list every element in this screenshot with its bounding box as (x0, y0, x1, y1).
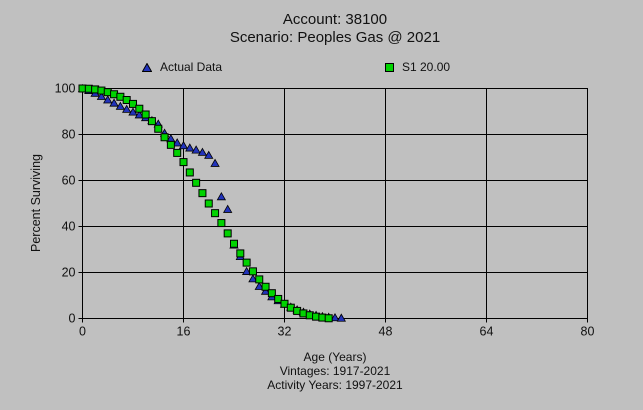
data-point-actual (185, 143, 195, 152)
x-tick-label: 48 (379, 325, 393, 339)
data-point-s1 (274, 294, 283, 303)
data-point-actual (330, 312, 340, 322)
data-point-s1 (211, 209, 220, 218)
actual-data-triangle-icon (141, 61, 153, 72)
data-point-s1 (185, 168, 194, 177)
data-point-s1 (160, 133, 169, 142)
data-point-s1 (236, 249, 245, 258)
data-point-actual (128, 107, 138, 116)
x-tick-label: 80 (581, 325, 595, 339)
data-point-actual (210, 158, 220, 167)
data-point-s1 (204, 199, 213, 208)
data-point-actual (254, 281, 264, 290)
data-point-s1 (223, 229, 232, 238)
data-point-actual (178, 140, 189, 150)
y-tick-label: 80 (62, 128, 76, 142)
chart-title-account: Account: 38100 (282, 11, 388, 28)
y-tick-label: 40 (62, 220, 76, 234)
y-tick-label: 60 (62, 174, 76, 188)
data-point-actual (172, 138, 182, 147)
data-point-actual (216, 191, 227, 201)
data-point-s1 (129, 99, 137, 108)
x-axis-title: Age (Years) (303, 350, 367, 364)
data-point-s1 (192, 178, 201, 187)
data-point-s1 (248, 267, 257, 276)
data-point-s1 (141, 110, 150, 119)
x-tick-label: 32 (278, 325, 292, 339)
legend-label-s1: S1 20.00 (402, 60, 451, 74)
data-point-actual (336, 313, 347, 322)
s1-square-icon (385, 62, 394, 72)
y-tick-label: 0 (69, 312, 76, 326)
y-tick-label: 20 (62, 266, 76, 280)
data-point-s1 (217, 219, 226, 228)
legend-item-s1: S1 20.00 (385, 60, 450, 74)
data-point-actual (109, 98, 119, 107)
data-point-actual (103, 95, 113, 104)
y-tick-label: 100 (55, 82, 76, 96)
data-point-s1 (230, 239, 238, 248)
activity-years-note: Activity Years: 1997-2021 (267, 378, 403, 392)
data-point-s1 (255, 275, 264, 284)
data-point-s1 (154, 124, 163, 133)
data-point-s1 (173, 148, 182, 157)
data-point-actual (96, 91, 107, 100)
data-point-actual (191, 145, 201, 154)
x-tick-label: 16 (177, 325, 191, 339)
data-point-actual (204, 150, 214, 159)
data-point-actual (121, 104, 132, 113)
data-point-s1 (135, 104, 144, 113)
x-tick-label: 64 (480, 325, 494, 339)
data-point-actual (197, 147, 208, 156)
chart-title-scenario: Scenario: Peoples Gas @ 2021 (229, 29, 441, 46)
data-point-actual (222, 204, 233, 213)
data-point-actual (260, 286, 271, 295)
data-point-actual (248, 274, 258, 283)
legend-item-actual-data: Actual Data (141, 60, 223, 74)
legend-label-actual-data: Actual Data (160, 60, 223, 74)
data-point-s1 (179, 158, 188, 167)
data-point-s1 (166, 140, 175, 149)
vintages-note: Vintages: 1917-2021 (279, 364, 391, 378)
data-point-s1 (242, 258, 251, 267)
data-point-actual (115, 101, 126, 110)
data-point-s1 (261, 282, 270, 291)
data-point-actual (134, 110, 145, 119)
data-point-s1 (198, 189, 207, 198)
data-point-s1 (267, 289, 276, 298)
data-point-s1 (324, 314, 333, 323)
x-tick-label: 0 (79, 325, 86, 339)
data-point-actual (241, 266, 252, 275)
data-point-s1 (147, 117, 156, 126)
